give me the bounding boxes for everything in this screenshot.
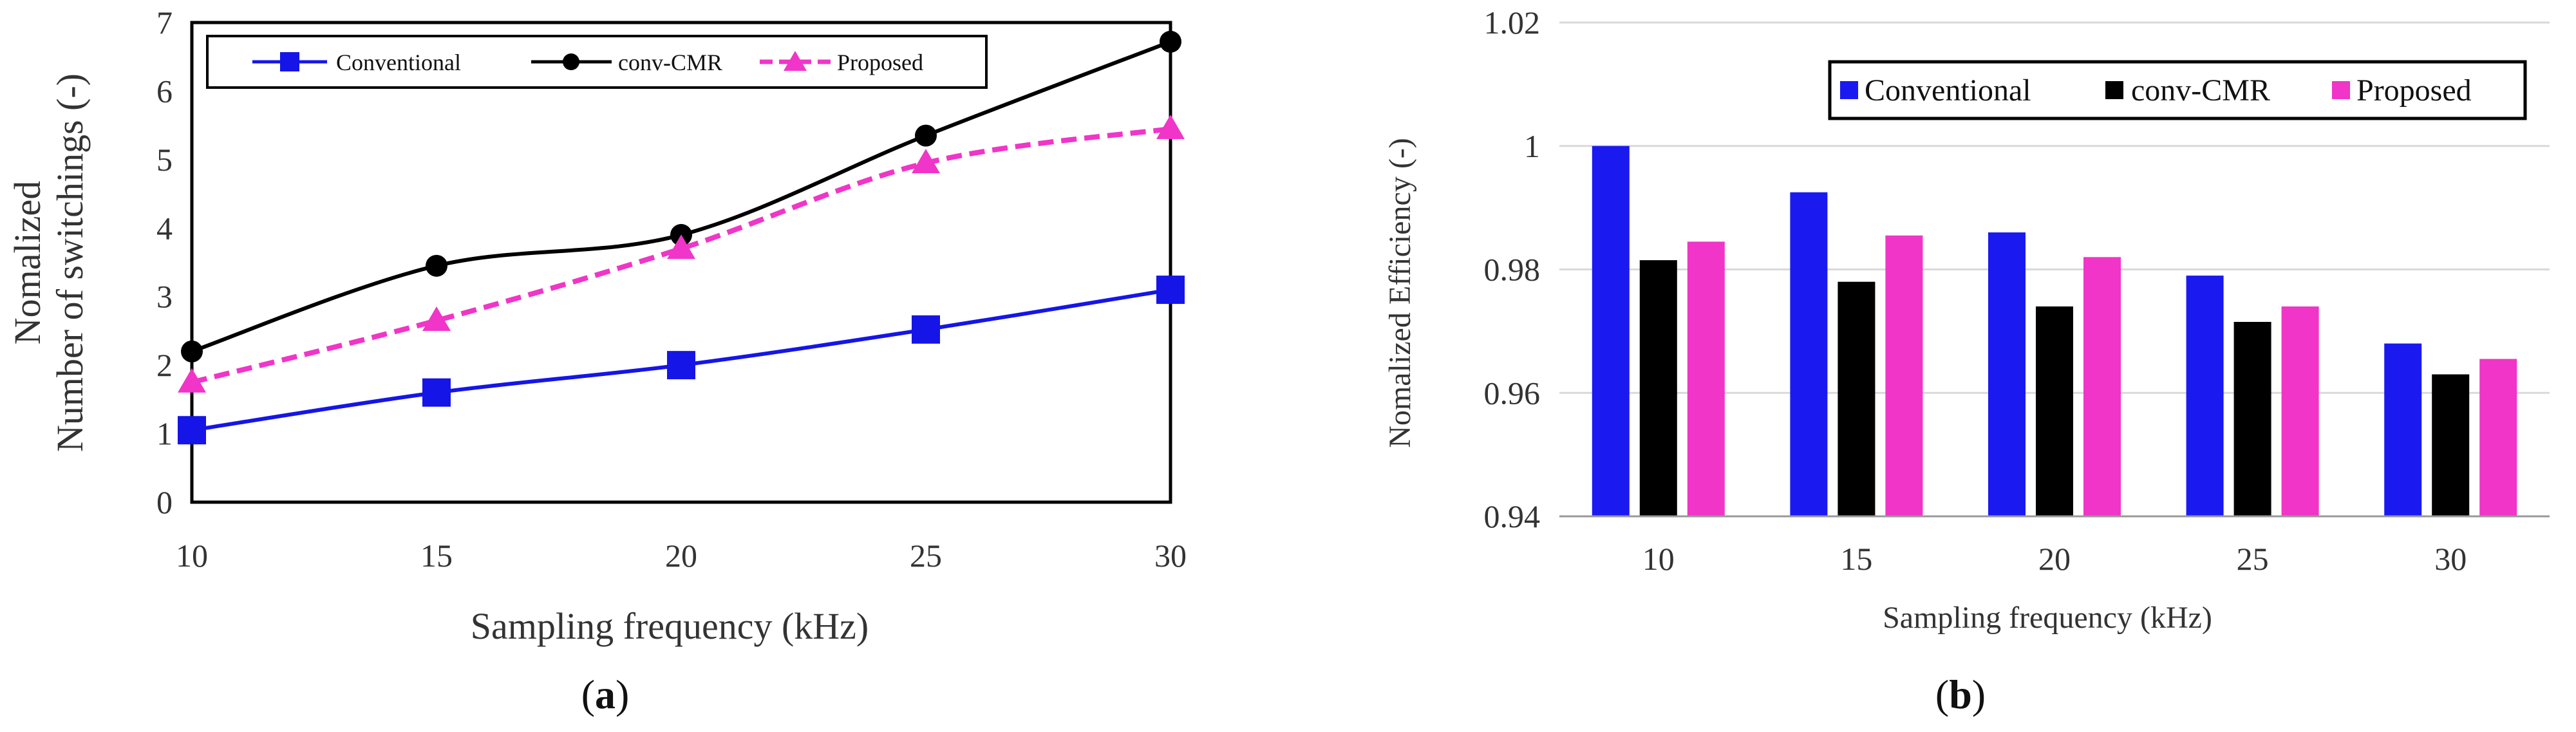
legend-label-conventional: Conventional (1865, 73, 2031, 108)
bar-conventional (2186, 276, 2224, 516)
y-tick-label: 0.98 (1484, 252, 1541, 288)
y-tick-label: 1.02 (1484, 5, 1541, 41)
y-tick-label: 6 (156, 73, 173, 109)
data-point-conventional (178, 416, 206, 445)
x-tick-label: 10 (176, 538, 208, 574)
legend-entry-conv-cmr: conv-CMR (2105, 73, 2270, 108)
x-tick-label: 30 (1154, 538, 1187, 574)
y-tick-label: 2 (156, 347, 173, 383)
legend-entry-proposed: Proposed (2332, 73, 2472, 108)
bar-conv-cmr (2233, 321, 2271, 516)
panel-label-b: (b) (1935, 671, 1986, 717)
y-tick-label: 0.96 (1484, 375, 1541, 411)
bar-conv-cmr (2036, 306, 2073, 516)
y-tick-label: 1 (1524, 128, 1540, 164)
y-tick-label: 3 (156, 279, 173, 315)
y-axis-label-line2: Number of switchings (-) (49, 73, 91, 452)
legend-circle-marker (563, 53, 579, 70)
x-tick-label: 25 (2237, 541, 2269, 577)
x-tick-label: 10 (1642, 541, 1675, 577)
legend: Conventional conv-CMR Proposed (1828, 60, 2527, 120)
bar-conventional (2384, 343, 2422, 516)
bars (1592, 145, 2517, 516)
legend-label-proposed: Proposed (2356, 73, 2472, 108)
bar-conv-cmr (2432, 374, 2470, 516)
y-tick-labels: 0 1 2 3 4 5 6 7 (156, 5, 173, 520)
bar-chart-panel: 0.94 0.96 0.98 1 1.02 10 15 20 25 30 Nomalized E… (1383, 5, 2550, 717)
data-point-conv-cmr (915, 124, 937, 147)
x-axis-label: Sampling frequency (kHz) (471, 605, 869, 647)
bar-proposed (1885, 235, 1923, 516)
legend-triangle-marker (784, 51, 807, 71)
bar-conv-cmr (1639, 260, 1677, 516)
x-tick-label: 15 (1840, 541, 1872, 577)
plot-area-frame (190, 21, 1172, 504)
legend: Conventional conv-CMR Proposed (206, 35, 988, 89)
bar-conv-cmr (1838, 281, 1876, 516)
legend-label-proposed: Proposed (837, 50, 923, 75)
series-line-proposed (191, 126, 1171, 385)
panel-label-a: (a) (581, 671, 630, 717)
bar-conventional (1988, 232, 2026, 516)
x-tick-label: 30 (2434, 541, 2467, 577)
legend-entry-conventional: Conventional (252, 50, 461, 75)
data-point-proposed (422, 306, 451, 331)
data-point-conv-cmr (181, 340, 203, 362)
bar-conventional (1592, 145, 1630, 516)
y-tick-label: 7 (156, 5, 173, 41)
y-tick-label: 0.94 (1484, 498, 1541, 534)
x-tick-labels: 10 15 20 25 30 (176, 538, 1187, 574)
x-axis-label: Sampling frequency (kHz) (1883, 601, 2212, 635)
data-point-proposed (1156, 114, 1185, 139)
legend-square-marker (280, 52, 299, 71)
y-tick-labels: 0.94 0.96 0.98 1 1.02 (1484, 5, 1541, 534)
data-point-conventional (422, 378, 451, 407)
y-tick-label: 1 (156, 416, 173, 452)
y-tick-label: 0 (156, 484, 173, 520)
line-chart-panel: 0 1 2 3 4 5 6 7 10 15 20 25 30 Nomalized Number of … (6, 5, 1187, 717)
data-point-conventional (912, 315, 940, 344)
data-point-conventional (1156, 276, 1185, 305)
series-markers (178, 30, 1185, 445)
x-tick-label: 20 (665, 538, 697, 574)
legend-entry-conventional: Conventional (1840, 73, 2031, 108)
y-tick-label: 4 (156, 210, 173, 246)
legend-entry-proposed: Proposed (760, 50, 923, 75)
legend-label-conv-cmr: conv-CMR (2131, 73, 2270, 108)
legend-swatch-proposed (2332, 81, 2350, 99)
data-point-proposed (912, 149, 940, 174)
legend-swatch-conv-cmr (2105, 81, 2123, 99)
bar-proposed (2281, 306, 2319, 516)
x-tick-labels: 10 15 20 25 30 (1642, 541, 2467, 577)
bar-conventional (1790, 192, 1828, 516)
bar-proposed (2083, 257, 2121, 516)
y-axis-label-line1: Nomalized (6, 181, 48, 344)
legend-swatch-conventional (1840, 81, 1858, 99)
bar-proposed (2479, 359, 2517, 516)
x-tick-label: 15 (420, 538, 453, 574)
data-point-proposed (667, 234, 695, 259)
x-tick-label: 25 (910, 538, 942, 574)
bar-proposed (1687, 241, 1725, 516)
x-tick-label: 20 (2038, 541, 2071, 577)
y-axis-label: Nomalized Efficiency (-) (1383, 138, 1417, 448)
data-point-conv-cmr (1160, 30, 1181, 53)
data-point-conventional (667, 351, 695, 380)
data-point-conv-cmr (426, 254, 447, 277)
legend-box (1828, 60, 2527, 120)
legend-entry-conv-cmr: conv-CMR (531, 50, 722, 75)
legend-label-conventional: Conventional (336, 50, 461, 75)
data-point-proposed (178, 368, 206, 393)
legend-label-conv-cmr: conv-CMR (618, 50, 722, 75)
y-tick-label: 5 (156, 142, 173, 178)
